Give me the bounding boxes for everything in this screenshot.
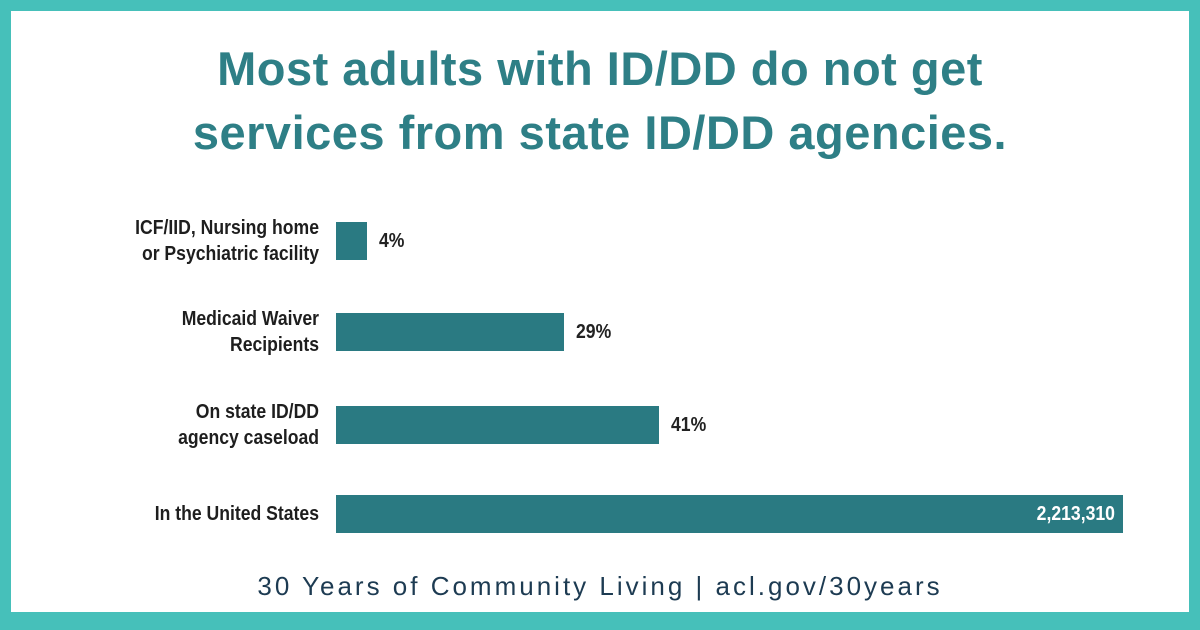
- bar: [336, 222, 368, 260]
- value-label: 41%: [670, 414, 706, 436]
- category-label: Medicaid Waiver Recipients: [181, 308, 319, 356]
- bar: [336, 495, 1123, 533]
- value-label: 4%: [379, 230, 405, 252]
- value-label: 2,213,310: [1036, 503, 1115, 525]
- chart-title: Most adults with ID/DD do not get servic…: [192, 42, 1008, 159]
- bar: [336, 406, 659, 444]
- bar: [336, 313, 565, 351]
- category-label: On state ID/DD agency caseload: [178, 401, 319, 449]
- value-label: 29%: [576, 321, 612, 343]
- category-label: In the United States: [154, 503, 319, 525]
- footer: 30 Years of Community Living | acl.gov/3…: [257, 571, 943, 601]
- category-label: ICF/IID, Nursing home or Psychiatric fac…: [135, 217, 319, 265]
